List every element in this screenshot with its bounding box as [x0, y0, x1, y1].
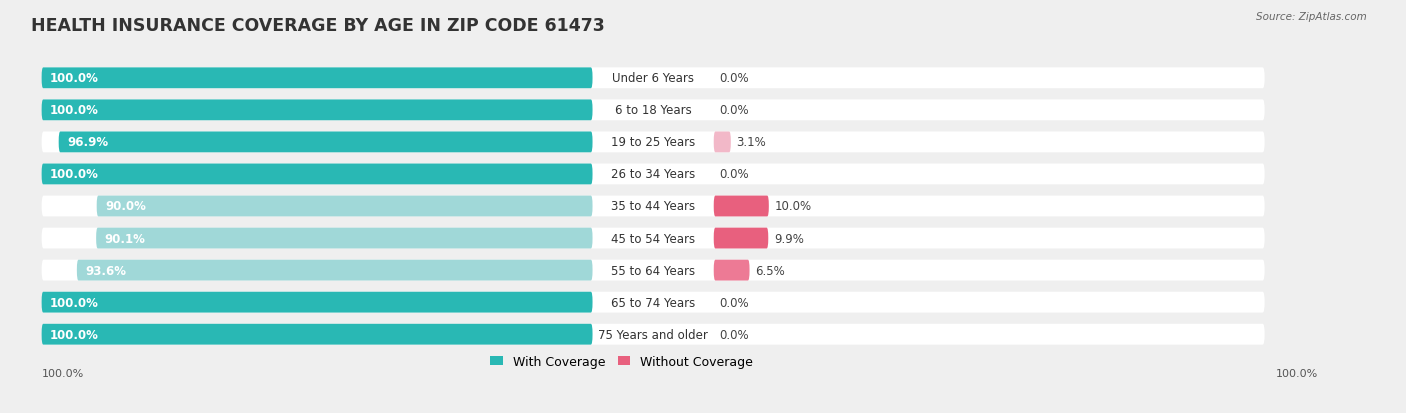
FancyBboxPatch shape: [42, 132, 1264, 153]
FancyBboxPatch shape: [59, 132, 592, 153]
Text: 100.0%: 100.0%: [49, 328, 98, 341]
Text: 100.0%: 100.0%: [49, 296, 98, 309]
Text: 100.0%: 100.0%: [49, 168, 98, 181]
Text: 100.0%: 100.0%: [1275, 368, 1317, 378]
Text: 100.0%: 100.0%: [42, 368, 84, 378]
FancyBboxPatch shape: [714, 228, 768, 249]
FancyBboxPatch shape: [714, 260, 749, 281]
Text: Under 6 Years: Under 6 Years: [612, 72, 695, 85]
FancyBboxPatch shape: [42, 324, 592, 345]
Text: 0.0%: 0.0%: [720, 72, 749, 85]
FancyBboxPatch shape: [42, 68, 592, 89]
FancyBboxPatch shape: [42, 164, 592, 185]
Text: 3.1%: 3.1%: [737, 136, 766, 149]
FancyBboxPatch shape: [42, 196, 1264, 217]
Text: 35 to 44 Years: 35 to 44 Years: [612, 200, 695, 213]
FancyBboxPatch shape: [714, 196, 769, 217]
Text: 100.0%: 100.0%: [49, 104, 98, 117]
FancyBboxPatch shape: [42, 260, 1264, 281]
Text: 6 to 18 Years: 6 to 18 Years: [614, 104, 692, 117]
Text: 55 to 64 Years: 55 to 64 Years: [612, 264, 695, 277]
Text: Source: ZipAtlas.com: Source: ZipAtlas.com: [1256, 12, 1367, 22]
Text: 0.0%: 0.0%: [720, 168, 749, 181]
FancyBboxPatch shape: [42, 292, 1264, 313]
Text: HEALTH INSURANCE COVERAGE BY AGE IN ZIP CODE 61473: HEALTH INSURANCE COVERAGE BY AGE IN ZIP …: [31, 17, 605, 34]
Text: 90.0%: 90.0%: [105, 200, 146, 213]
FancyBboxPatch shape: [96, 228, 592, 249]
FancyBboxPatch shape: [42, 100, 592, 121]
Text: 75 Years and older: 75 Years and older: [598, 328, 709, 341]
FancyBboxPatch shape: [77, 260, 592, 281]
FancyBboxPatch shape: [42, 292, 592, 313]
Text: 65 to 74 Years: 65 to 74 Years: [612, 296, 695, 309]
Text: 100.0%: 100.0%: [49, 72, 98, 85]
Text: 90.1%: 90.1%: [104, 232, 145, 245]
Legend: With Coverage, Without Coverage: With Coverage, Without Coverage: [485, 350, 758, 373]
Text: 0.0%: 0.0%: [720, 296, 749, 309]
Text: 10.0%: 10.0%: [775, 200, 811, 213]
Text: 96.9%: 96.9%: [67, 136, 108, 149]
FancyBboxPatch shape: [42, 164, 1264, 185]
Text: 0.0%: 0.0%: [720, 104, 749, 117]
FancyBboxPatch shape: [714, 132, 731, 153]
Text: 26 to 34 Years: 26 to 34 Years: [612, 168, 695, 181]
FancyBboxPatch shape: [42, 228, 1264, 249]
Text: 6.5%: 6.5%: [755, 264, 785, 277]
FancyBboxPatch shape: [42, 324, 1264, 345]
Text: 93.6%: 93.6%: [86, 264, 127, 277]
FancyBboxPatch shape: [97, 196, 592, 217]
Text: 0.0%: 0.0%: [720, 328, 749, 341]
Text: 19 to 25 Years: 19 to 25 Years: [612, 136, 695, 149]
Text: 45 to 54 Years: 45 to 54 Years: [612, 232, 695, 245]
FancyBboxPatch shape: [42, 100, 1264, 121]
FancyBboxPatch shape: [42, 68, 1264, 89]
Text: 9.9%: 9.9%: [773, 232, 804, 245]
